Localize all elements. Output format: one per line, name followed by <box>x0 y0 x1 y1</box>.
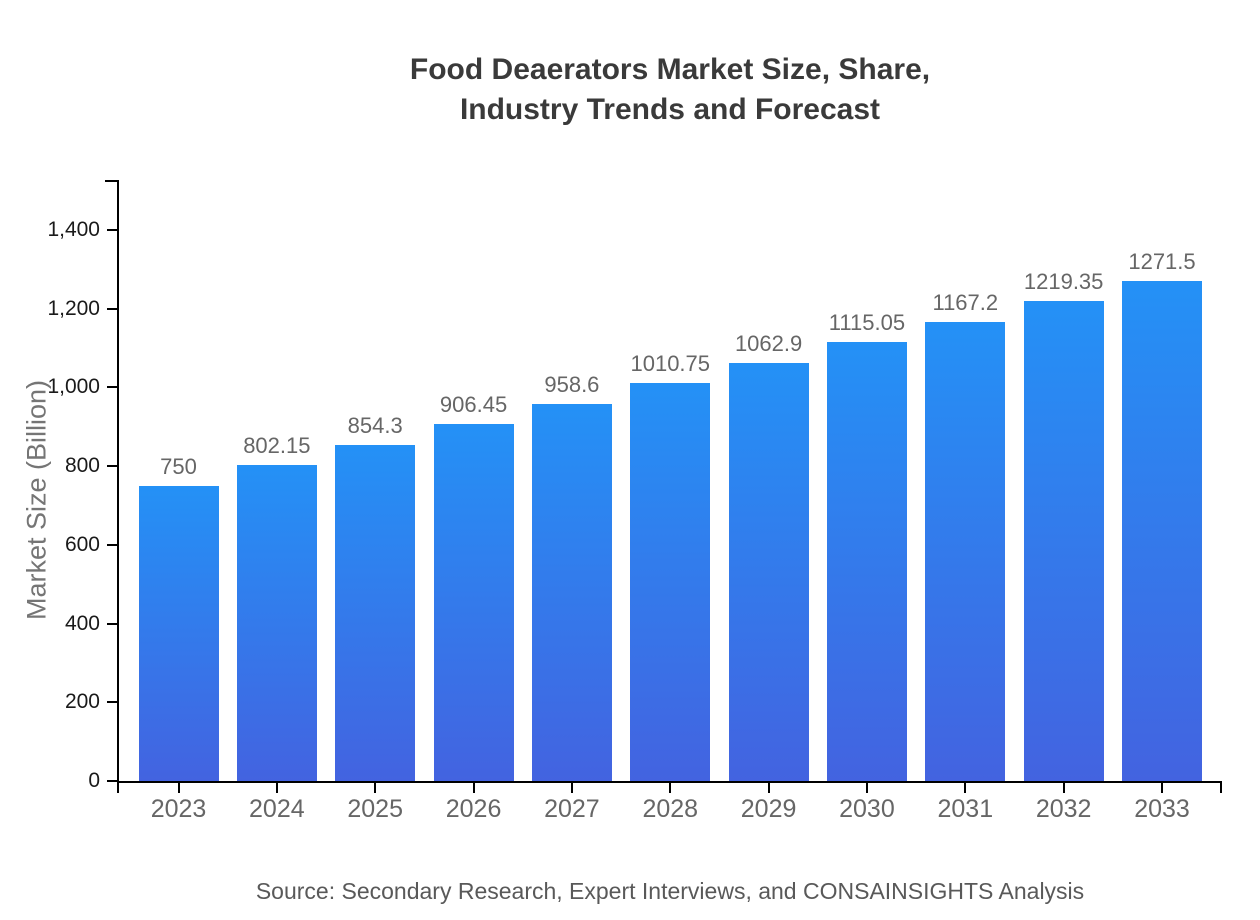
bar-value-label: 854.3 <box>347 412 403 438</box>
x-axis-tick-label: 2024 <box>249 795 305 823</box>
y-axis-tick-label: 0 <box>88 769 100 792</box>
x-axis-tick <box>570 783 573 793</box>
x-axis-tick <box>865 783 868 793</box>
bar-2031 <box>925 321 1006 781</box>
bar-2023 <box>138 485 219 781</box>
y-axis-tick <box>107 701 117 704</box>
y-axis-tick-label: 600 <box>64 532 100 556</box>
x-axis-tick <box>1062 783 1065 793</box>
x-axis-tick-label: 2028 <box>642 795 699 823</box>
bar-value-label: 1219.35 <box>1023 269 1104 295</box>
y-axis-tick-label: 200 <box>64 690 100 714</box>
y-axis-tick <box>107 543 117 546</box>
x-axis-tick-label: 2030 <box>839 795 895 823</box>
bar-2032 <box>1023 301 1104 781</box>
bar-value-label: 1010.75 <box>630 351 711 377</box>
y-axis-tick-label: 1,400 <box>47 218 100 241</box>
bar-value-label: 958.6 <box>544 371 600 397</box>
bar-value-label: 750 <box>160 453 197 479</box>
bar-2027 <box>531 403 612 781</box>
bar-value-label: 802.15 <box>243 433 311 459</box>
y-axis-tick <box>107 229 117 231</box>
bar-2030 <box>826 342 907 781</box>
y-axis-tick-label: 400 <box>64 611 100 635</box>
bar-2029 <box>728 362 809 781</box>
x-axis-tick <box>1161 783 1163 793</box>
x-axis-start-tick <box>117 783 119 793</box>
y-axis-tick <box>107 307 117 310</box>
x-axis-tick-label: 2025 <box>347 795 403 823</box>
y-axis-end-cap-tick <box>105 180 117 182</box>
bar-2033 <box>1122 280 1202 781</box>
x-axis-end-tick <box>1220 783 1222 793</box>
x-axis-tick <box>374 783 377 793</box>
x-axis-tick-label: 2026 <box>445 795 502 823</box>
bar-value-label: 1167.2 <box>932 289 999 315</box>
x-axis-tick <box>669 783 672 793</box>
x-axis-tick-label: 2027 <box>544 795 600 823</box>
y-axis-tick-label: 1,200 <box>47 296 100 320</box>
x-axis-tick <box>964 783 967 793</box>
y-axis-tick-label: 1,000 <box>47 375 100 399</box>
y-axis-tick-label: 800 <box>64 454 100 478</box>
y-axis-tick <box>107 386 117 389</box>
bar-value-label: 906.45 <box>439 392 508 418</box>
x-axis-tick-label: 2023 <box>150 795 207 823</box>
x-axis-tick <box>472 783 475 793</box>
x-axis-tick-label: 2031 <box>937 795 994 823</box>
x-axis-tick <box>275 783 278 793</box>
x-axis-tick <box>767 783 770 793</box>
y-axis-tick <box>107 780 117 782</box>
x-axis-tick-label: 2029 <box>740 795 797 823</box>
bar-2026 <box>433 424 514 781</box>
source-note: Source: Secondary Research, Expert Inter… <box>255 878 1085 904</box>
chart-title-line-1: Food Deaerators Market Size, Share, <box>409 53 931 86</box>
y-axis-tick <box>107 465 117 468</box>
y-axis-line <box>117 180 119 783</box>
bar-2028 <box>630 383 711 781</box>
x-axis-tick-label: 2033 <box>1134 795 1190 823</box>
bar-value-label: 1062.9 <box>734 330 803 356</box>
bar-2024 <box>236 465 317 781</box>
x-axis-tick-label: 2032 <box>1035 795 1092 823</box>
y-axis-tick <box>107 622 117 625</box>
x-axis-line <box>117 781 1222 783</box>
x-axis-tick <box>177 783 180 793</box>
chart-title: Food Deaerators Market Size, Share, Indu… <box>118 50 1222 130</box>
bar-value-label: 1271.5 <box>1128 248 1196 274</box>
bar-2025 <box>335 444 416 781</box>
chart-title-line-2: Industry Trends and Forecast <box>459 93 881 126</box>
bar-value-label: 1115.05 <box>828 310 906 336</box>
